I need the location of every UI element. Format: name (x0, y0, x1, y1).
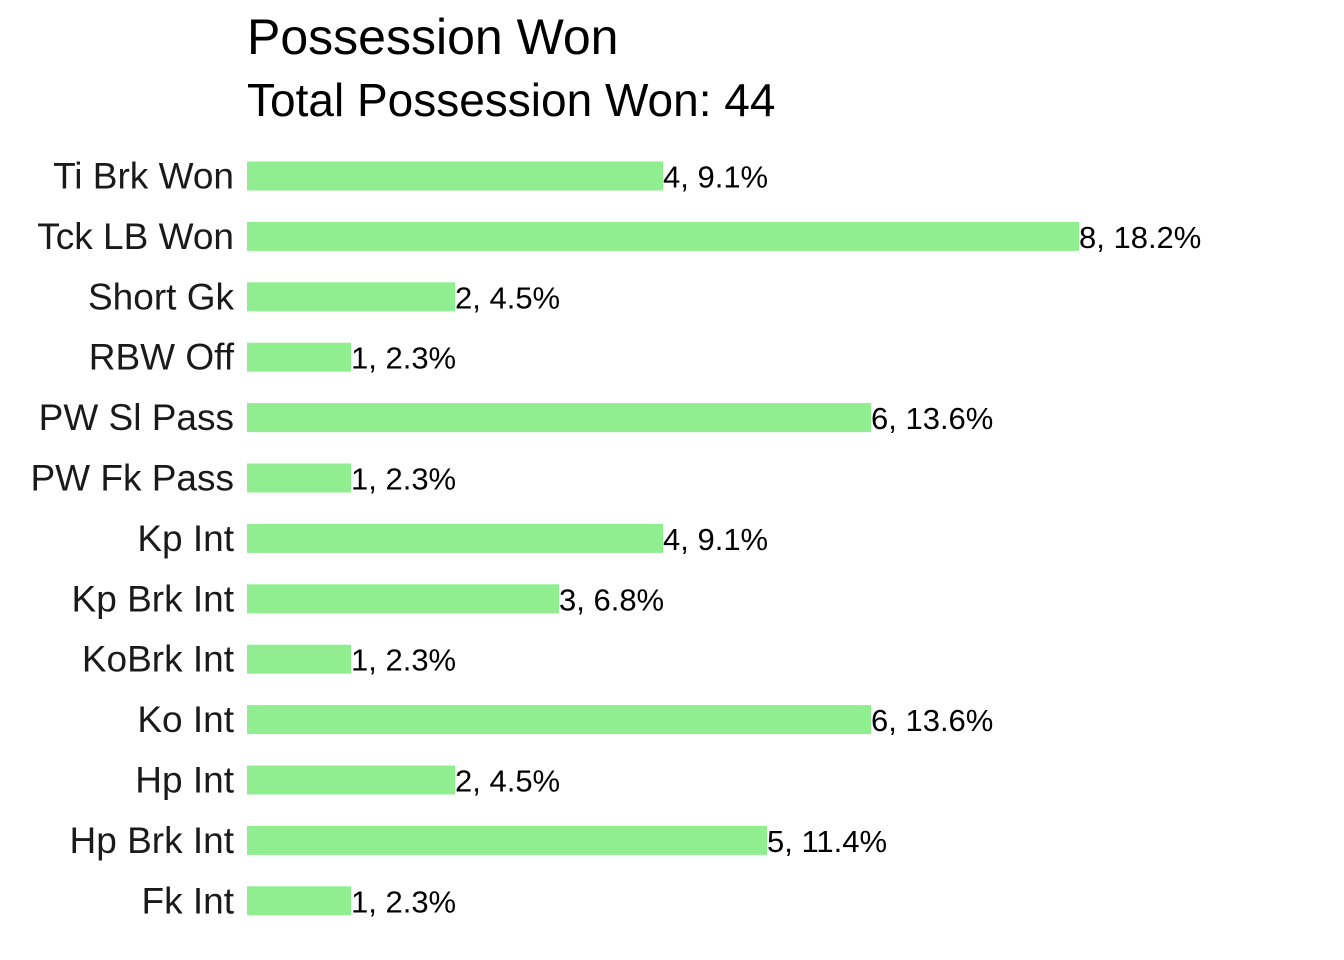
data-label: 1, 2.3% (351, 643, 456, 678)
bar (247, 282, 455, 312)
data-label: 1, 2.3% (351, 341, 456, 376)
category-label: PW Fk Pass (30, 458, 234, 499)
chart-subtitle: Total Possession Won: 44 (247, 74, 775, 126)
category-label: Tck LB Won (37, 216, 234, 257)
bar (247, 523, 663, 553)
bar (247, 825, 767, 855)
category-label: Hp Brk Int (70, 820, 235, 861)
category-label: KoBrk Int (82, 639, 235, 680)
category-label: Ti Brk Won (53, 156, 234, 197)
data-label: 1, 2.3% (351, 462, 456, 497)
data-label: 4, 9.1% (663, 522, 768, 557)
category-label: PW Sl Pass (39, 397, 234, 438)
category-label: Kp Brk Int (72, 578, 235, 619)
data-label: 2, 4.5% (455, 764, 560, 799)
chart-title: Possession Won (247, 9, 618, 65)
data-label: 2, 4.5% (455, 280, 560, 315)
category-label: Hp Int (135, 760, 234, 801)
data-label: 6, 13.6% (871, 703, 993, 738)
data-label: 5, 11.4% (767, 824, 887, 859)
bar (247, 705, 871, 735)
category-label: Fk Int (141, 880, 234, 921)
bar (247, 886, 351, 916)
data-label: 3, 6.8% (559, 582, 664, 617)
bars-group: Ti Brk Won 4, 9.1% Tck LB Won 8, 18.2% Short… (30, 156, 1201, 922)
category-label: Short Gk (88, 276, 234, 317)
bar (247, 644, 351, 674)
bar (247, 765, 455, 795)
data-label: 8, 18.2% (1079, 220, 1201, 255)
bar (247, 161, 663, 191)
data-label: 6, 13.6% (871, 401, 993, 436)
data-label: 1, 2.3% (351, 884, 456, 919)
category-label: Kp Int (137, 518, 234, 559)
bar (247, 403, 871, 433)
data-label: 4, 9.1% (663, 160, 768, 195)
bar (247, 463, 351, 493)
bar (247, 221, 1079, 251)
bar (247, 342, 351, 372)
category-label: RBW Off (89, 337, 235, 378)
category-label: Ko Int (137, 699, 234, 740)
bar (247, 584, 559, 614)
